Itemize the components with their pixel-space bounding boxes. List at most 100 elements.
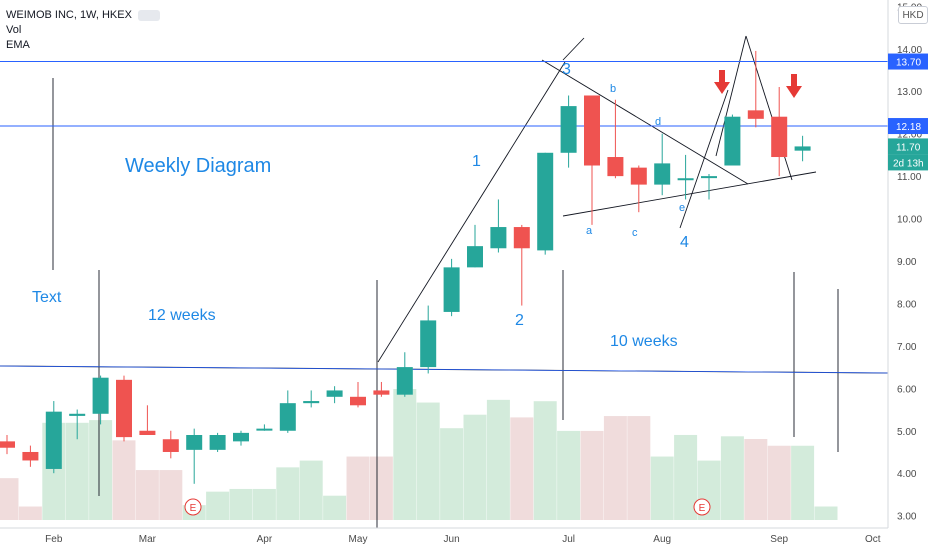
volume-bar [463,414,487,520]
candle-body[interactable] [162,439,179,452]
x-tick-label: Aug [653,534,671,545]
y-tick-label: 9.00 [897,257,917,268]
legend-volume[interactable]: Vol [6,24,22,36]
candle-body[interactable] [69,413,86,416]
volume-bar [814,506,838,520]
wave-label-a: a [586,225,593,237]
volume-bar [159,470,183,520]
price-tag[interactable] [888,138,928,155]
trend-line[interactable] [562,37,585,61]
annotation-10-weeks: 10 weeks [610,333,678,350]
y-tick-label: 14.00 [897,45,922,56]
candle-body[interactable] [373,390,390,395]
candle-body[interactable] [584,95,600,166]
volume-bar [276,467,300,520]
price-axis[interactable] [888,0,932,550]
candle-body[interactable] [794,146,811,151]
candle-body[interactable] [303,401,320,404]
volume-bar [112,440,136,520]
y-tick-label: 4.00 [897,469,917,480]
legend-ema[interactable]: EMA [6,39,30,51]
wave-label-e: e [679,202,685,214]
candle-body[interactable] [396,367,413,395]
candle-body[interactable] [677,178,694,181]
symbol-label: WEIMOB INC, 1W, HKEX [6,9,132,21]
price-tag[interactable] [888,118,928,135]
legend-flag-icon [137,10,160,21]
candle-body[interactable] [116,379,132,438]
candle-body[interactable] [771,116,788,158]
volume-bar [323,495,347,520]
candle-body[interactable] [0,441,15,448]
price-tag-label: 13.70 [896,58,921,69]
wave-label-1: 1 [472,153,481,170]
volume-bar [440,428,464,520]
candle-body[interactable] [279,403,296,431]
x-tick-label: Apr [257,534,273,545]
x-tick-label: Sep [770,534,788,545]
candle-body[interactable] [630,167,647,185]
price-tag[interactable] [888,53,928,70]
candle-body[interactable] [256,428,273,431]
volume-bar [18,506,42,520]
candle-body[interactable] [467,246,483,268]
volume-bar [744,439,768,520]
x-tick-label: May [349,534,368,545]
volume-bar [650,456,674,520]
volume-bar [510,417,534,520]
candle-body[interactable] [92,377,109,414]
price-tag-label: 11.70 [896,142,921,153]
down-arrow-icon [714,70,730,94]
candle-body[interactable] [537,152,554,251]
candle-body[interactable] [186,435,203,450]
annotation-text: Text [32,289,62,306]
earnings-marker-icon[interactable] [693,498,711,516]
x-tick-label: Oct [865,534,881,545]
trend-line[interactable] [541,59,749,185]
trend-line[interactable] [562,171,817,217]
trend-line[interactable] [377,61,566,363]
volume-bar [369,456,393,520]
trend-line[interactable] [715,35,747,157]
wave-label-4: 4 [680,234,689,251]
volume-bar [416,402,440,520]
time-axis[interactable] [0,528,888,550]
candle-body[interactable] [420,320,437,368]
candle-body[interactable] [233,432,249,442]
candle-body[interactable] [443,267,460,312]
candle-body[interactable] [607,157,624,177]
volume-bar [0,478,19,520]
volume-bar [229,488,253,520]
volume-bar [135,470,159,520]
candle-body[interactable] [326,390,343,397]
down-arrow-icon [786,74,802,98]
legend-symbol-row[interactable]: WEIMOB INC, 1W, HKEX [6,8,160,23]
candle-body[interactable] [209,435,226,450]
volume-bar [767,445,791,520]
candle-body[interactable] [513,227,530,249]
currency-button[interactable]: HKD [898,6,928,24]
candle-body[interactable] [747,110,764,119]
wave-label-b: b [610,83,616,95]
candle-body[interactable] [560,106,577,153]
volume-bar [674,434,698,520]
candle-body[interactable] [654,163,671,185]
candle-body[interactable] [724,116,741,166]
candle-body[interactable] [139,430,156,435]
trend-line[interactable] [679,89,729,229]
volume-bar [299,460,323,520]
volume-bar [791,445,815,520]
candle-body[interactable] [22,451,39,461]
candle-body[interactable] [490,227,507,249]
earnings-marker-icon[interactable] [184,498,202,516]
candle-body[interactable] [701,176,717,179]
wave-label-2: 2 [515,312,524,329]
candle-body[interactable] [45,411,62,469]
x-tick-label: Jun [444,534,460,545]
annotation-12-weeks: 12 weeks [148,307,216,324]
y-tick-label: 7.00 [897,342,917,353]
support-line[interactable] [0,365,889,374]
candle-body[interactable] [350,396,366,406]
